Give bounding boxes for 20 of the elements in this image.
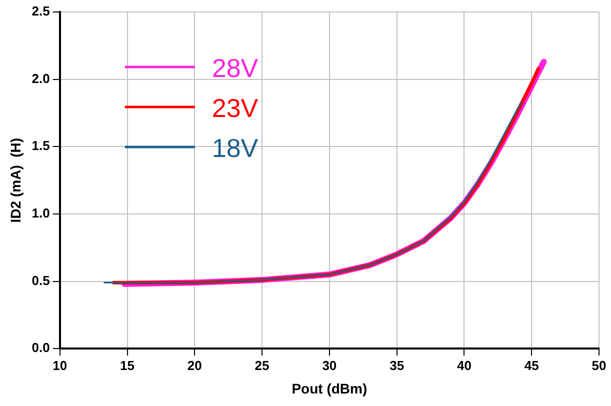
x-tick-label: 20 bbox=[187, 358, 202, 373]
legend-label: 23V bbox=[212, 93, 259, 124]
y-tick-label: 2.0 bbox=[32, 70, 50, 86]
x-tick-label: 45 bbox=[524, 358, 539, 373]
y-tick-label: 2.5 bbox=[32, 4, 50, 19]
x-tick-label: 35 bbox=[390, 358, 404, 373]
y-tick-label: 0.0 bbox=[32, 340, 50, 356]
y-axis-title: ID2 (mA) (H) bbox=[7, 138, 24, 223]
x-tick-label: 25 bbox=[254, 358, 270, 373]
x-tick-label: 50 bbox=[592, 358, 606, 373]
x-tick-label: 30 bbox=[322, 358, 337, 373]
x-tick-label: 10 bbox=[52, 358, 68, 373]
x-tick-label: 15 bbox=[120, 358, 134, 373]
y-tick-label: 1.5 bbox=[32, 138, 50, 154]
y-tick-label: 0.5 bbox=[32, 272, 50, 288]
x-axis-title: Pout (dBm) bbox=[292, 380, 368, 396]
legend-label: 28V bbox=[212, 53, 259, 84]
x-tick-label: 40 bbox=[456, 358, 472, 373]
legend-label: 18V bbox=[212, 133, 259, 164]
y-tick-label: 1.0 bbox=[32, 206, 50, 221]
